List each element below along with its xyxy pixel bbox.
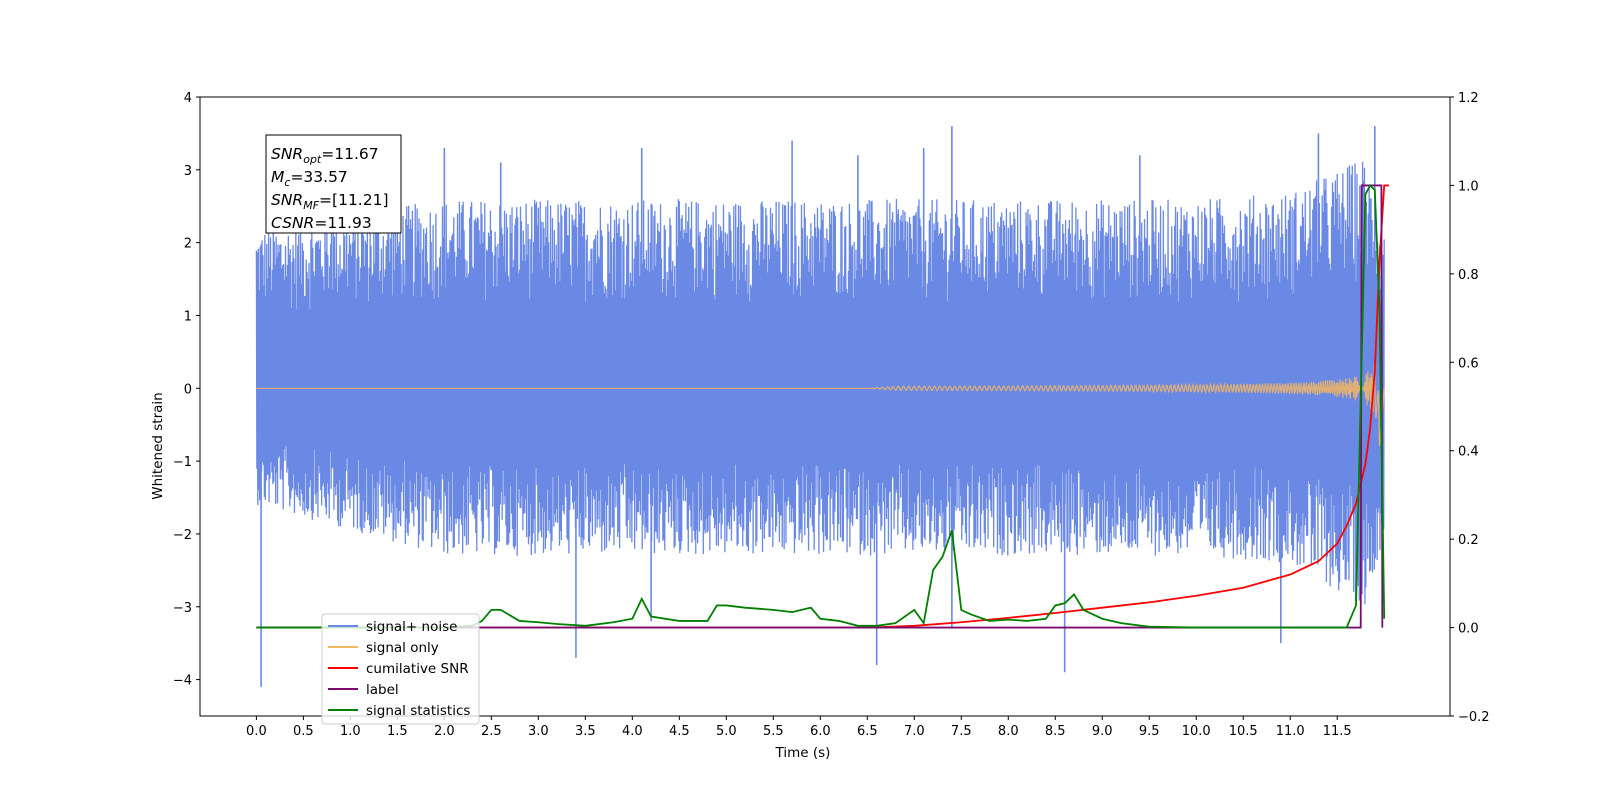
x-tick-label: 9.0: [1092, 724, 1113, 739]
x-tick-label: 1.5: [387, 724, 408, 739]
x-tick-label: 8.5: [1045, 724, 1066, 739]
x-tick-label: 10.0: [1182, 724, 1211, 739]
legend: signal+ noise signal only cumilative SNR…: [321, 613, 480, 725]
tick-labels: 0.0 0.5 1.0 1.5 2.0 2.5 3.0 3.5 4.0 4.5 5.0 5.5 6.0 6…: [173, 91, 1490, 739]
x-tick-label: 7.0: [904, 724, 925, 739]
x-tick-label: 4.5: [669, 724, 690, 739]
series-signal-noise: [255, 162, 1385, 605]
series-signal-statistics: [256, 183, 1386, 629]
y-tick-label: −1: [173, 455, 192, 470]
legend-label-cumulative-snr: cumilative SNR: [366, 661, 469, 677]
y-tick-label: 3: [184, 164, 192, 179]
y2-tick-label: 0.0: [1458, 622, 1479, 637]
x-tick-label: 11.5: [1323, 724, 1352, 739]
axes-frame: [199, 96, 1451, 717]
x-tick-label: 6.5: [857, 724, 878, 739]
x-tick-label: 5.5: [763, 724, 784, 739]
annotation-snr-mf: SNRMF=[11.21]: [271, 191, 389, 212]
series-label: [256, 184, 1384, 629]
x-tick-label: 2.0: [434, 724, 455, 739]
series-cumulative-snr: [256, 184, 1389, 629]
x-tick-label: 0.5: [293, 724, 314, 739]
x-tick-label: 7.5: [951, 724, 972, 739]
axes: [199, 96, 1451, 717]
x-axis-label: Time (s): [775, 745, 831, 761]
x-tick-label: 8.0: [998, 724, 1019, 739]
y-tick-label: 4: [184, 91, 192, 106]
y-tick-label: −2: [173, 528, 192, 543]
legend-label-label: label: [366, 682, 399, 698]
x-tick-label: 1.0: [340, 724, 361, 739]
y-tick-label: 2: [184, 237, 192, 252]
series-signal-only: [256, 363, 1385, 447]
annotation-csnr: CSNR=11.93: [271, 214, 372, 232]
x-tick-label: 10.5: [1229, 724, 1258, 739]
x-tick-label: 6.0: [810, 724, 831, 739]
y-tick-label: 1: [184, 309, 192, 324]
x-tick-label: 0.0: [246, 724, 267, 739]
y2-tick-label: 0.2: [1458, 533, 1479, 548]
x-tick-label: 3.0: [528, 724, 549, 739]
y-axis-label: Whitened strain: [150, 392, 166, 499]
legend-frame: [321, 613, 480, 725]
annotation-frame: [265, 134, 402, 234]
y2-tick-label: 0.4: [1458, 445, 1479, 460]
y-tick-label: 0: [184, 382, 192, 397]
y-tick-label: −4: [173, 674, 192, 689]
legend-label-signal-statistics: signal statistics: [366, 703, 470, 719]
annotation-box: SNRopt=11.67 Mc=33.57 SNRMF=[11.21] CSNR…: [265, 134, 402, 234]
y2-tick-label: −0.2: [1458, 710, 1490, 725]
annotation-snr-opt: SNRopt=11.67: [271, 145, 379, 166]
y2-tick-label: 0.8: [1458, 268, 1479, 283]
x-tick-label: 4.0: [622, 724, 643, 739]
y-tick-label: −3: [173, 601, 192, 616]
annotation-chirp-mass: Mc=33.57: [271, 168, 348, 189]
x-tick-label: 9.5: [1139, 724, 1160, 739]
x-tick-label: 2.5: [481, 724, 502, 739]
legend-label-signal-only: signal only: [366, 640, 439, 656]
legend-label-signal-noise: signal+ noise: [366, 619, 457, 635]
plot-area: [255, 126, 1389, 687]
y2-tick-label: 0.6: [1458, 356, 1479, 371]
x-tick-label: 11.0: [1276, 724, 1305, 739]
y2-tick-label: 1.0: [1458, 179, 1479, 194]
y2-tick-label: 1.2: [1458, 91, 1479, 106]
x-tick-label: 5.0: [716, 724, 737, 739]
x-tick-label: 3.5: [575, 724, 596, 739]
